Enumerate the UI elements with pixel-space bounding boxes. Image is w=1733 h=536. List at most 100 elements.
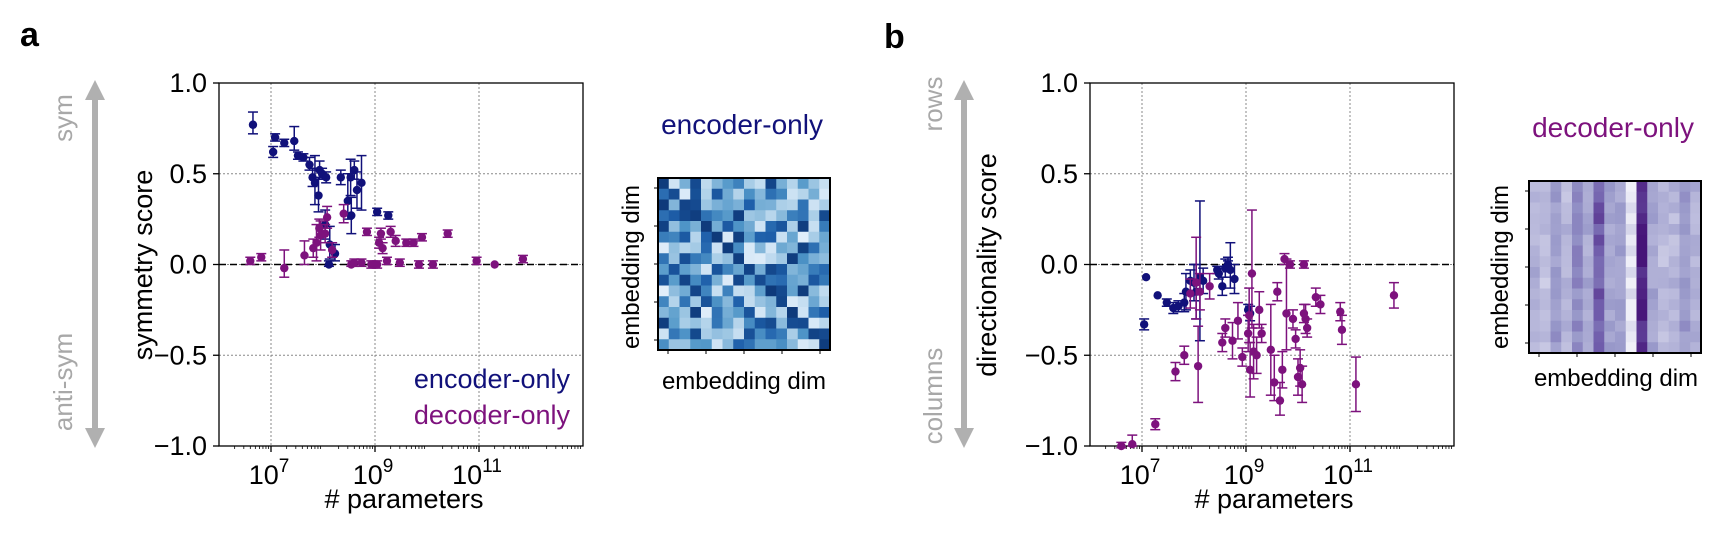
inset-b-cell (1550, 310, 1562, 322)
inset-a-cell (787, 210, 799, 222)
inset-b-cell (1690, 331, 1702, 343)
inset-a-cell (776, 339, 788, 351)
inset-b-cell (1668, 234, 1680, 246)
panel-a-point-decoder (280, 263, 289, 273)
panel-b-point-decoder (1245, 365, 1255, 374)
inset-a-cell (711, 253, 723, 265)
inset-a-cell (701, 307, 713, 319)
inset-a-cell (819, 210, 831, 222)
inset-a-cell (776, 285, 788, 297)
inset-a-cell (797, 221, 809, 233)
inset-a-cell (754, 274, 766, 286)
inset-a-cell (819, 274, 831, 286)
panel-a-y-tick-label: −1.0 (154, 431, 207, 461)
panel-b-point-decoder (1316, 300, 1325, 309)
inset-a-cell (722, 199, 734, 211)
panel-b-point-decoder (1117, 441, 1126, 451)
inset-b-cell (1582, 342, 1594, 354)
panel-b-point-decoder (1337, 325, 1347, 335)
inset-b-cell (1593, 224, 1605, 236)
inset-a-cell (808, 199, 820, 211)
inset-b-cell (1625, 288, 1637, 300)
inset-b-cell (1539, 299, 1551, 311)
panel-b-point-decoder (1233, 316, 1243, 325)
inset-b-cell (1647, 191, 1659, 203)
inset-a-cell (690, 307, 702, 319)
inset-a-cell (690, 296, 702, 308)
panel-b-point-decoder (1311, 292, 1321, 302)
inset-b-title: decoder-only (1532, 112, 1694, 143)
inset-a-cell (776, 178, 788, 190)
inset-a-cell (765, 178, 777, 190)
panel-a-point-encoder (314, 191, 323, 200)
inset-a-cell (722, 264, 734, 276)
inset-a-cell (744, 307, 756, 319)
inset-a-cell (711, 307, 723, 319)
panel-a-point-decoder (386, 227, 395, 237)
panel-a-point-decoder (443, 229, 452, 238)
panel-b-x-tick-label: 109 (1224, 456, 1265, 490)
inset-a-cell (668, 178, 680, 190)
inset-a-cell (733, 188, 745, 200)
inset-a-cell (701, 221, 713, 233)
inset-a-cell (797, 253, 809, 265)
inset-b-cell (1668, 288, 1680, 300)
inset-b-cell (1658, 234, 1670, 246)
inset-a-cell (765, 285, 777, 297)
inset-a-cell (722, 210, 734, 222)
panel-a-point-decoder (312, 238, 321, 247)
inset-b-cell (1582, 234, 1594, 246)
inset-a-cell (787, 199, 799, 211)
panel-a-point-decoder (339, 209, 348, 218)
inset-a-cell (690, 199, 702, 211)
inset-a-cell (701, 199, 713, 211)
inset-a-cell (711, 264, 723, 276)
inset-b-cell (1668, 224, 1680, 236)
inset-a-cell (787, 188, 799, 200)
inset-b-cell (1561, 267, 1573, 279)
inset-b-cell (1593, 181, 1605, 193)
panel-b-point-decoder (1151, 420, 1160, 429)
inset-b-cell (1582, 320, 1594, 332)
inset-b-cell (1668, 213, 1680, 225)
inset-b-cell (1615, 213, 1627, 225)
inset-a-cell (787, 221, 799, 233)
inset-b-cell (1582, 256, 1594, 268)
inset-b-cell (1690, 224, 1702, 236)
inset-a-cell (701, 296, 713, 308)
inset-b-cell (1539, 288, 1551, 300)
inset-b-cell (1561, 191, 1573, 203)
inset-a-y-label: embedding dim (618, 185, 645, 349)
inset-a-cell (808, 296, 820, 308)
inset-b-cell (1636, 331, 1648, 343)
inset-a-cell (679, 307, 691, 319)
inset-b-cell (1572, 181, 1584, 193)
inset-a-cell (722, 188, 734, 200)
inset-a-cell (819, 242, 831, 254)
inset-b-cell (1647, 277, 1659, 289)
inset-b-cell (1679, 310, 1691, 322)
panel-b-point-decoder (1257, 329, 1266, 338)
inset-a-cell (797, 296, 809, 308)
inset-b-cell (1529, 256, 1541, 268)
inset-b-cell (1539, 310, 1551, 322)
inset-a-cell (711, 210, 723, 222)
inset-a-cell (722, 339, 734, 351)
inset-a-cell (690, 178, 702, 190)
panel-b-point-encoder (1214, 269, 1224, 278)
inset-b-cell (1668, 320, 1680, 332)
inset-b-cell (1539, 320, 1551, 332)
panel-b-point-decoder (1238, 352, 1247, 362)
inset-a-cell (797, 178, 809, 190)
panel-b-point-decoder (1275, 396, 1285, 405)
inset-a-cell (701, 274, 713, 286)
inset-a-cell (690, 231, 702, 243)
inset-a-cell (797, 199, 809, 211)
inset-a-cell (819, 231, 831, 243)
inset-a-cell (744, 221, 756, 233)
inset-b-cell (1572, 191, 1584, 203)
inset-b-cell (1550, 181, 1562, 193)
panel-b-point-decoder (1128, 439, 1137, 449)
inset-b-cell (1615, 234, 1627, 246)
panel-b-point-decoder (1302, 323, 1312, 333)
